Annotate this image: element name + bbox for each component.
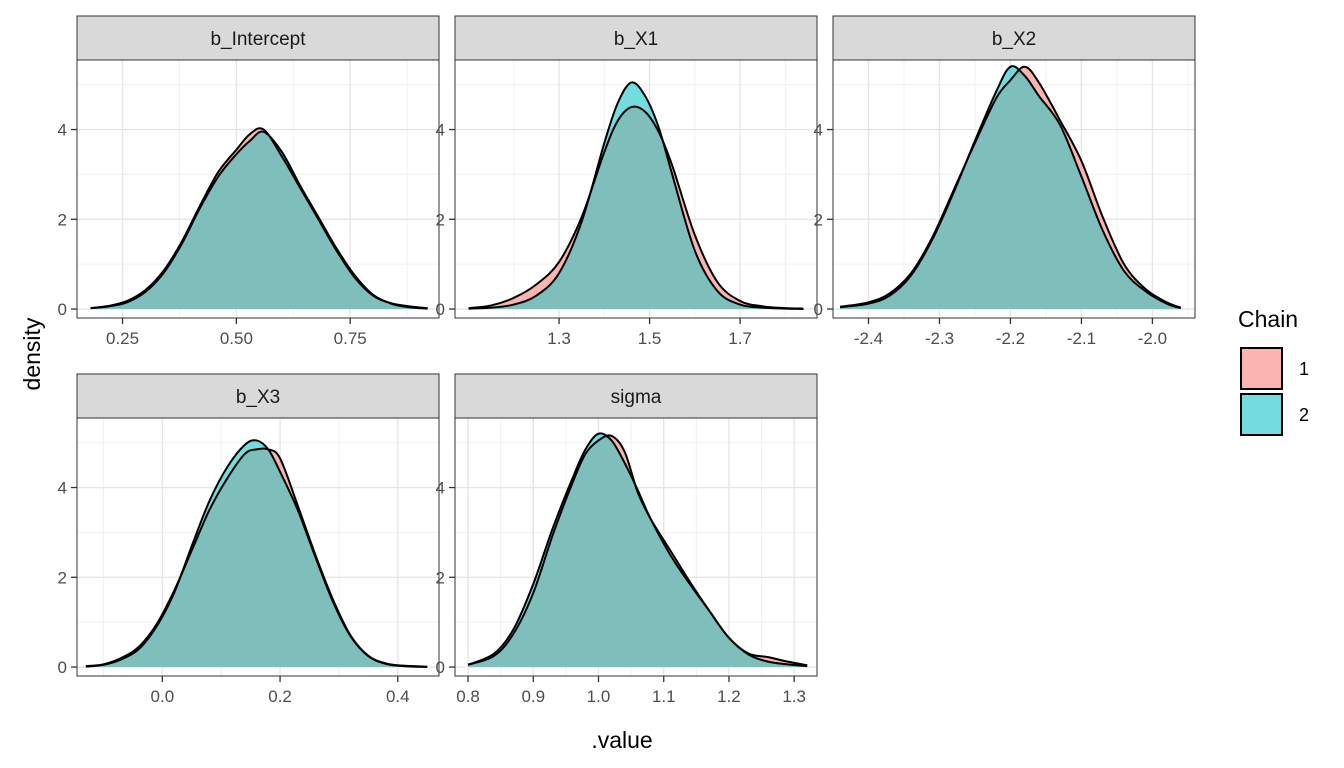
panel-border (76, 59, 440, 319)
y-tick-label: 0 (58, 300, 67, 319)
density-layer (90, 127, 428, 310)
panel-border (454, 417, 818, 677)
facet-strip (454, 373, 818, 419)
panel-border (76, 417, 440, 677)
legend: Chain 12 (1238, 306, 1309, 436)
x-tick-label: -2.4 (854, 329, 883, 348)
x-tick-label: 0.8 (456, 687, 480, 706)
density-overlap-area (468, 438, 808, 668)
x-tick-label: 1.5 (638, 329, 662, 348)
y-tick-label: 2 (814, 210, 823, 229)
x-tick-label: -2.0 (1138, 329, 1167, 348)
facet-strip (76, 15, 440, 61)
density-line-chain-1 (90, 127, 428, 310)
y-tick-label: 2 (436, 210, 445, 229)
facet-panel-b_X1: b_X1 1.3 1.5 1.7 0 2 4 (436, 15, 818, 348)
facet-panel-b_X3: b_X3 0.0 0.2 0.4 0 2 4 (58, 373, 440, 706)
facet-panels: b_Intercept 0.25 0.50 0.75 0 2 4 b_X1 1.3 1.5 1.7 0… (58, 15, 1196, 706)
density-overlap-area (85, 447, 428, 668)
y-tick-label: 4 (436, 121, 445, 140)
facet-panel-sigma: sigma 0.8 0.9 1.0 1.1 1.2 1.3 0 2 4 (436, 373, 818, 706)
facet-strip (454, 15, 818, 61)
facet-strip (832, 15, 1196, 61)
legend-key-1: 1 (1240, 347, 1309, 390)
y-tick-label: 4 (58, 479, 67, 498)
density-line-chain-1 (839, 65, 1182, 309)
density-layer (468, 81, 804, 311)
x-tick-label: 0.9 (521, 687, 545, 706)
y-tick-label: 0 (436, 300, 445, 319)
density-line-chain-2 (839, 65, 1182, 310)
facet-strip-label: b_X3 (236, 387, 280, 408)
density-line-chain-1 (468, 105, 804, 310)
x-tick-label: 0.0 (151, 687, 175, 706)
x-tick-label: 0.25 (106, 329, 139, 348)
density-line-chain-2 (468, 81, 804, 311)
x-tick-label: 0.2 (268, 687, 292, 706)
facet-strip-label: b_X2 (992, 29, 1036, 50)
x-tick-label: 1.2 (717, 687, 741, 706)
x-tick-label: 0.50 (220, 329, 253, 348)
y-tick-label: 4 (436, 479, 445, 498)
density-layer (467, 432, 808, 668)
x-tick-label: 1.0 (587, 687, 611, 706)
x-tick-label: -2.1 (1067, 329, 1096, 348)
y-tick-label: 2 (436, 568, 445, 587)
y-tick-label: 0 (436, 658, 445, 677)
facet-strip-label: b_Intercept (210, 29, 306, 50)
density-layer (839, 65, 1182, 310)
x-tick-label: -2.3 (925, 329, 954, 348)
y-tick-label: 0 (58, 658, 67, 677)
y-tick-label: 0 (814, 300, 823, 319)
facet-panel-b_Intercept: b_Intercept 0.25 0.50 0.75 0 2 4 (58, 15, 440, 348)
y-axis-title: density (19, 317, 45, 390)
legend-label: 1 (1299, 359, 1309, 379)
density-line-chain-1 (467, 434, 808, 667)
x-tick-label: 1.3 (547, 329, 571, 348)
legend-key-2: 2 (1240, 393, 1309, 436)
density-layer (85, 439, 428, 669)
legend-swatch (1240, 347, 1283, 390)
y-tick-label: 2 (58, 568, 67, 587)
facet-strip (76, 373, 440, 419)
legend-keys: 12 (1240, 347, 1309, 436)
panel-border (454, 59, 818, 319)
density-overlap-area (468, 106, 804, 310)
x-axis-title: .value (591, 727, 652, 753)
panel-border (832, 59, 1196, 319)
facet-panel-b_X2: b_X2 -2.4 -2.3 -2.2 -2.1 -2.0 0 2 4 (814, 15, 1196, 348)
density-overlap-area (840, 74, 1181, 310)
x-tick-label: 0.75 (334, 329, 367, 348)
y-tick-label: 2 (58, 210, 67, 229)
facet-strip-label: sigma (611, 387, 662, 408)
y-tick-label: 4 (58, 121, 67, 140)
density-overlap-area (90, 131, 428, 310)
x-tick-label: 0.4 (386, 687, 410, 706)
facet-strip-label: b_X1 (614, 29, 658, 50)
y-tick-label: 4 (814, 121, 823, 140)
legend-swatch (1240, 393, 1283, 436)
x-tick-label: 1.3 (782, 687, 806, 706)
density-line-chain-1 (85, 447, 428, 668)
x-tick-label: 1.7 (728, 329, 752, 348)
x-tick-label: 1.1 (652, 687, 676, 706)
legend-title: Chain (1238, 306, 1298, 332)
legend-label: 2 (1299, 405, 1309, 425)
x-tick-label: -2.2 (996, 329, 1025, 348)
